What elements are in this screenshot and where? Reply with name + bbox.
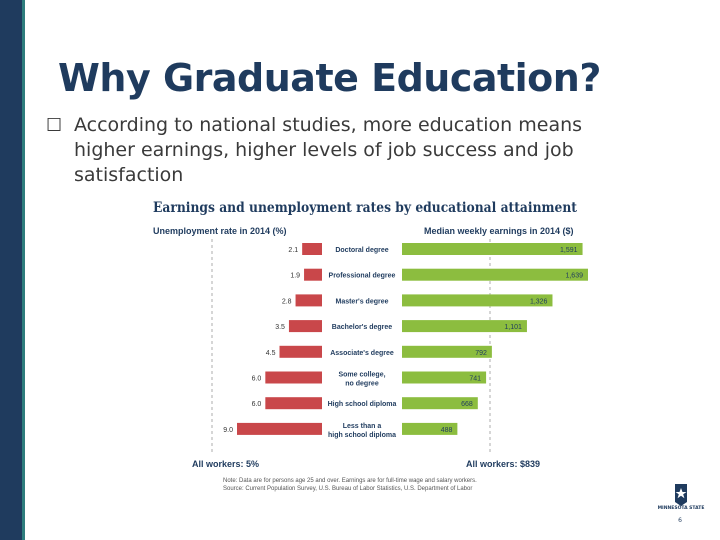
unemployment-bar [265, 371, 322, 384]
unemployment-bar [265, 397, 322, 410]
sidebar-band [0, 0, 22, 540]
category-label: Professional degree [329, 273, 396, 280]
unemployment-label: 9.0 [223, 427, 233, 434]
category-box [322, 396, 402, 411]
earnings-label: 1,101 [504, 324, 522, 331]
unemployment-bar [237, 422, 322, 435]
unemployment-label: 2.8 [282, 298, 292, 305]
category-box [322, 344, 402, 359]
left-axis-header: Unemployment rate in 2014 (%) [153, 226, 287, 236]
unemployment-label: 3.5 [275, 324, 285, 331]
unemployment-bar [304, 268, 322, 281]
earnings-label: 668 [461, 401, 473, 408]
category-box [322, 242, 402, 256]
unemployment-bar [279, 345, 322, 358]
category-label: High school diploma [328, 401, 397, 408]
earnings-label: 1,591 [560, 247, 578, 254]
chart-note: Note: Data are for persons age 25 and ov… [223, 478, 477, 484]
category-box [322, 267, 402, 282]
earnings-bar [402, 345, 492, 358]
unemployment-label: 1.9 [290, 273, 300, 280]
unemployment-label: 2.1 [288, 247, 298, 254]
unemployment-bar [288, 320, 322, 333]
unemployment-bar [295, 294, 322, 307]
category-label: Doctoral degree [335, 247, 388, 254]
left-summary: All workers: 5% [192, 459, 259, 469]
earnings-label: 1,639 [565, 273, 583, 280]
category-label: Some college, [338, 372, 385, 379]
earnings-bar [402, 397, 478, 410]
slide-title: Why Graduate Education? [58, 56, 601, 100]
unemployment-label: 4.5 [266, 350, 276, 357]
chart-title: Earnings and unemployment rates by educa… [153, 200, 577, 216]
category-label: Associate's degree [330, 350, 394, 357]
chart-source: Source: Current Population Survey, U.S. … [223, 486, 472, 492]
sidebar-accent-line [22, 0, 25, 540]
earnings-label: 792 [475, 350, 487, 357]
earnings-bar [402, 268, 588, 281]
category-box [322, 293, 402, 308]
unemployment-bar [302, 243, 322, 255]
category-label: high school diploma [328, 432, 396, 439]
earnings-bar [402, 320, 527, 333]
page-number: 6 [678, 517, 682, 524]
category-box [322, 370, 402, 385]
category-label: no degree [345, 381, 379, 388]
category-label: Master's degree [335, 298, 388, 305]
category-box [322, 319, 402, 334]
category-label: Less than a [343, 423, 382, 430]
bullet-text: According to national studies, more educ… [74, 114, 583, 186]
minnesota-state-logo [675, 484, 687, 506]
earnings-bar [402, 294, 553, 307]
education-chart: Earnings and unemployment rates by educa… [153, 200, 588, 492]
category-box [322, 421, 402, 436]
earnings-label: 488 [441, 427, 453, 434]
category-label: Bachelor's degree [332, 324, 393, 331]
earnings-label: 1,326 [530, 298, 548, 305]
unemployment-label: 6.0 [252, 376, 262, 383]
right-axis-header: Median weekly earnings in 2014 ($) [424, 226, 574, 236]
earnings-label: 741 [469, 376, 481, 383]
right-summary: All workers: $839 [466, 459, 540, 469]
earnings-bar [402, 371, 487, 384]
bullet-mark: ☐ [46, 115, 63, 136]
logo-text: MINNESOTA STATE [657, 506, 705, 511]
bullet-point: ☐ According to national studies, more edu… [46, 113, 620, 188]
earnings-bar [402, 243, 583, 255]
unemployment-label: 6.0 [252, 401, 262, 408]
earnings-bar [402, 422, 458, 435]
